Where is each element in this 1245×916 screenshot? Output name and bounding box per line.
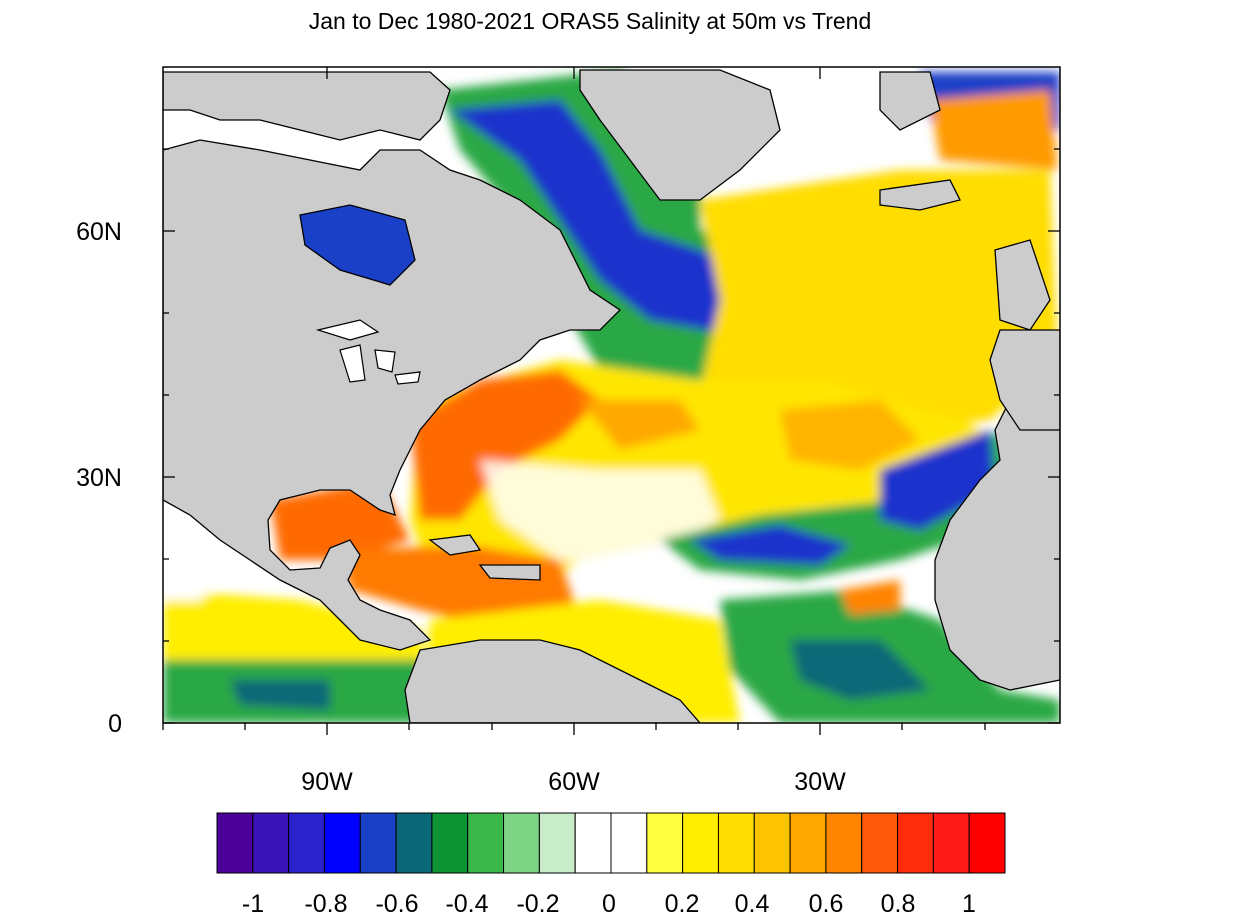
subtropical-fresh-core — [690, 525, 850, 565]
colorbar-label: 0 — [602, 890, 616, 916]
colorbar-swatch — [252, 812, 290, 874]
nordic-salty — [930, 90, 1058, 170]
colorbar-swatch — [646, 812, 684, 874]
land-masses — [163, 69, 1060, 723]
colorbar-label: -1 — [242, 890, 264, 916]
hispaniola-land — [478, 564, 541, 581]
x-label-60w: 60W — [548, 768, 600, 796]
colorbar-swatch — [538, 812, 576, 874]
colorbar-swatch — [753, 812, 791, 874]
axis-ticks — [162, 67, 1060, 735]
colorbar-label: 0.2 — [665, 890, 700, 916]
subpolar-fresh-core — [450, 100, 900, 340]
cuba-land — [428, 534, 482, 556]
colorbar-swatch — [682, 812, 719, 874]
iceland-land — [879, 179, 961, 211]
colorbar-swatch — [968, 812, 1006, 874]
eastern-salty-band — [700, 170, 1058, 430]
colorbar-swatch — [503, 812, 540, 874]
x-label-90w: 90W — [301, 768, 353, 796]
hudson-bay-water — [299, 204, 416, 286]
y-axis-labels: 60N 30N 0 — [76, 218, 122, 738]
british-isles-land — [994, 239, 1051, 331]
map-title: Jan to Dec 1980-2021 ORAS5 Salinity at 5… — [308, 8, 872, 34]
y-label-0: 0 — [108, 710, 122, 738]
africa-land — [934, 379, 1060, 691]
colorbar-swatch — [610, 812, 648, 874]
colorbar-swatch — [861, 812, 899, 874]
svalbard-scandinavia-land — [879, 71, 941, 131]
colorbar — [216, 812, 1006, 874]
colorbar-label: 0.4 — [735, 890, 770, 916]
x-label-30w: 30W — [794, 768, 846, 796]
y-label-30n: 30N — [76, 464, 122, 492]
y-label-60n: 60N — [76, 218, 122, 246]
colorbar-swatch — [323, 812, 361, 874]
colorbar-label: -0.2 — [516, 890, 559, 916]
greenland-land — [579, 69, 781, 201]
colorbar-swatch — [467, 812, 505, 874]
x-axis-labels: 90W 60W 30W — [301, 768, 846, 796]
colorbar-swatch — [932, 812, 970, 874]
colorbar-swatch — [897, 812, 934, 874]
colorbar-swatch — [359, 812, 397, 874]
south-america-land — [404, 639, 701, 723]
colorbar-swatch — [574, 812, 612, 874]
colorbar-swatch — [431, 812, 469, 874]
colorbar-swatch — [717, 812, 755, 874]
great-lakes — [315, 319, 421, 385]
colorbar-swatch — [288, 812, 325, 874]
colorbar-label: 1 — [962, 890, 976, 916]
colorbar-label: -0.4 — [445, 890, 488, 916]
colorbar-swatch — [789, 812, 827, 874]
colorbar-labels: -1 -0.8 -0.6 -0.4 -0.2 0 0.2 0.4 0.6 0.8 1 — [242, 890, 976, 916]
colorbar-label: -0.8 — [304, 890, 347, 916]
colorbar-swatch — [825, 812, 863, 874]
colorbar-swatch — [216, 812, 254, 874]
iberia-land — [989, 329, 1060, 431]
colorbar-label: 0.8 — [881, 890, 916, 916]
north-america-land — [163, 139, 622, 651]
colorbar-swatch — [395, 812, 433, 874]
arctic-archipelago-land — [163, 71, 451, 141]
colorbar-label: -0.6 — [375, 890, 418, 916]
colorbar-label: 0.6 — [809, 890, 844, 916]
salinity-field — [163, 67, 1060, 723]
gulf-stream-salty — [410, 370, 600, 520]
